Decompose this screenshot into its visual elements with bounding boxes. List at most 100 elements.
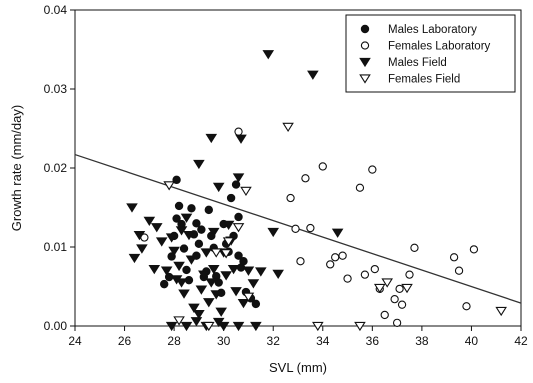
data-point — [449, 253, 459, 262]
legend-label: Males Laboratory — [388, 24, 477, 36]
series-females-field — [163, 122, 507, 332]
data-point — [410, 243, 419, 252]
data-point — [296, 257, 305, 266]
data-point — [395, 284, 404, 294]
data-point — [192, 219, 201, 228]
data-point — [312, 321, 324, 332]
data-point — [234, 212, 243, 222]
data-point — [200, 248, 213, 258]
data-point — [187, 204, 196, 213]
data-point — [231, 180, 241, 189]
data-point — [212, 182, 225, 193]
data-point — [234, 127, 243, 136]
data-point — [469, 245, 479, 254]
data-point — [370, 264, 379, 274]
data-point — [462, 302, 471, 311]
data-point — [343, 274, 352, 283]
x-tick-label: 26 — [118, 334, 132, 348]
legend-box — [345, 14, 516, 93]
data-point — [207, 227, 220, 238]
data-point — [373, 283, 386, 294]
data-point — [165, 233, 178, 243]
data-point — [234, 251, 243, 260]
data-point — [207, 264, 220, 275]
data-point — [163, 181, 175, 191]
data-point — [355, 183, 365, 192]
data-point — [235, 134, 247, 144]
legend-marker — [359, 57, 371, 68]
data-point — [214, 278, 223, 287]
legend-item: Males Laboratory — [360, 24, 477, 36]
data-point — [220, 249, 232, 259]
data-point — [165, 321, 178, 332]
data-point — [454, 266, 464, 275]
data-point — [307, 70, 319, 80]
x-tick-label: 24 — [68, 334, 82, 348]
data-point — [180, 213, 193, 223]
data-point — [172, 175, 181, 185]
data-point — [220, 271, 232, 281]
data-point — [397, 300, 407, 309]
data-point — [318, 162, 327, 171]
data-point — [185, 255, 198, 265]
legend-label: Males Field — [388, 57, 447, 69]
data-point — [178, 289, 190, 299]
data-point — [159, 279, 169, 289]
data-point — [175, 278, 188, 288]
y-tick-label: 0.00 — [44, 319, 68, 333]
data-point — [133, 231, 146, 241]
data-point — [174, 201, 184, 211]
data-point — [232, 223, 245, 233]
x-tick-label: 40 — [465, 334, 479, 348]
legend-label: Females Field — [388, 74, 460, 86]
legend-item: Females Laboratory — [360, 41, 491, 53]
data-point — [143, 216, 156, 227]
data-point — [306, 223, 315, 233]
data-point — [272, 269, 284, 279]
data-point — [239, 257, 248, 266]
y-tick-label: 0.03 — [44, 82, 68, 96]
data-point — [232, 173, 245, 183]
data-point — [495, 306, 507, 317]
data-point — [198, 270, 210, 280]
data-point — [360, 270, 370, 279]
data-point — [354, 321, 366, 332]
data-point — [194, 239, 204, 249]
data-point — [173, 316, 185, 326]
data-point — [237, 298, 250, 309]
data-point — [331, 228, 344, 238]
x-tick-label: 32 — [267, 334, 281, 348]
data-point — [204, 205, 213, 215]
data-point — [203, 298, 215, 308]
data-point — [148, 264, 161, 275]
data-point — [401, 283, 413, 294]
data-point — [222, 220, 235, 230]
data-point — [262, 50, 275, 60]
data-point — [180, 321, 193, 332]
data-point — [168, 246, 180, 257]
data-point — [183, 231, 195, 241]
legend-label: Females Laboratory — [388, 41, 491, 53]
data-point — [301, 174, 310, 183]
x-tick-label: 42 — [514, 334, 528, 348]
data-point — [190, 317, 203, 327]
data-point — [240, 186, 252, 197]
data-point — [155, 237, 168, 247]
y-tick-label: 0.02 — [44, 161, 68, 175]
data-point — [255, 267, 267, 277]
legend-item: Males Field — [359, 57, 447, 69]
legend-marker — [359, 74, 371, 84]
data-point — [227, 264, 240, 275]
data-point — [267, 227, 280, 238]
data-point — [182, 265, 191, 275]
data-point — [160, 266, 173, 276]
data-point — [179, 244, 189, 253]
data-point — [203, 321, 215, 332]
data-point — [193, 159, 205, 170]
data-point — [205, 278, 218, 288]
x-tick-label: 28 — [167, 334, 181, 348]
data-point — [392, 318, 402, 327]
data-point — [136, 244, 148, 254]
series-males-laboratory — [159, 175, 261, 309]
data-point — [128, 253, 141, 264]
